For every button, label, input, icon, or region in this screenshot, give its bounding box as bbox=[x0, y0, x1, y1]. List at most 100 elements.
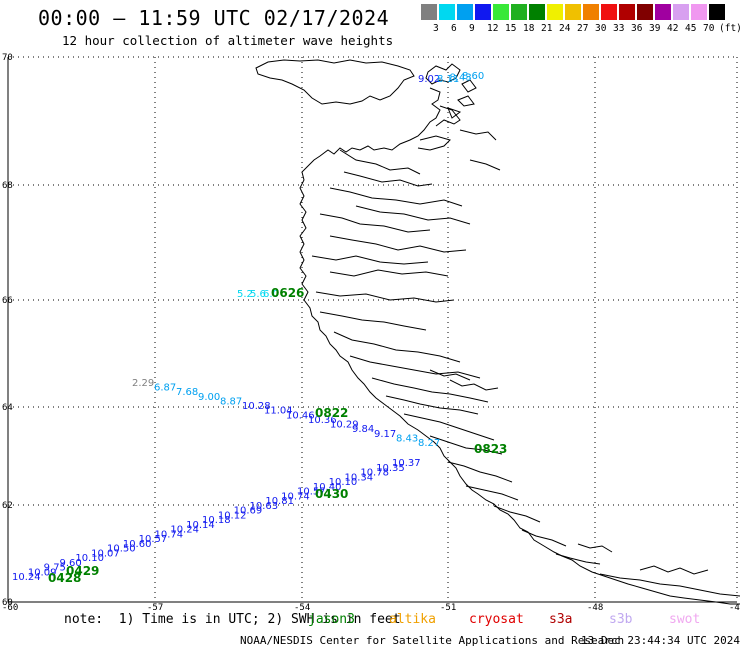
wave-height-label: 10.78 bbox=[360, 468, 389, 479]
scale-label: 9 bbox=[469, 23, 475, 34]
wave-height-label: 8.11 bbox=[437, 74, 459, 85]
wave-height-label: 10.35 bbox=[376, 463, 405, 474]
scale-swatch bbox=[439, 4, 455, 20]
wave-height-label: 10.28 bbox=[242, 401, 271, 412]
wave-height-label: 10.18 bbox=[202, 515, 231, 526]
legend-s3a: s3a bbox=[549, 612, 573, 627]
lat-tick-label: 70 bbox=[2, 53, 13, 63]
wave-height-label: 10.12 bbox=[218, 510, 247, 521]
scale-swatch bbox=[565, 4, 581, 20]
wave-height-label: 9.75 bbox=[44, 563, 66, 574]
wave-height-label: 9.60 bbox=[60, 558, 82, 569]
scale-swatch bbox=[583, 4, 599, 20]
wave-height-label: 10.14 bbox=[186, 520, 215, 531]
scale-label: 3 bbox=[433, 23, 439, 34]
wave-height-label: 9.00 bbox=[198, 392, 220, 403]
wave-height-label: 8.60 bbox=[462, 71, 484, 82]
scale-swatch bbox=[691, 4, 707, 20]
lat-tick-label: 66 bbox=[2, 296, 13, 306]
scale-swatch bbox=[673, 4, 689, 20]
scale-label: 30 bbox=[595, 23, 607, 34]
greenland-coastline bbox=[255, 59, 740, 605]
scale-swatch bbox=[601, 4, 617, 20]
scale-swatch bbox=[655, 4, 671, 20]
wave-height-label: 10.24 bbox=[170, 525, 199, 536]
pass-time-label: 0626 bbox=[271, 286, 304, 300]
scale-swatch bbox=[457, 4, 473, 20]
scale-swatch bbox=[709, 4, 725, 20]
scale-label: 24 bbox=[559, 23, 571, 34]
credit-line: NOAA/NESDIS Center for Satellite Applica… bbox=[240, 634, 625, 647]
lat-tick-label: 60 bbox=[2, 598, 13, 608]
wave-height-label: 10.50 bbox=[107, 544, 136, 555]
wave-height-label: 10.57 bbox=[297, 487, 326, 498]
wave-height-label: 10.57 bbox=[139, 534, 168, 545]
wave-height-label: 7.68 bbox=[176, 387, 198, 398]
legend-altika: altika bbox=[389, 612, 436, 627]
wave-height-label: 9.84 bbox=[352, 424, 374, 435]
wave-height-label: 10.09 bbox=[28, 567, 57, 578]
wave-height-label: 10.37 bbox=[392, 458, 421, 469]
pass-time-label: 0823 bbox=[474, 442, 507, 456]
scale-swatch bbox=[475, 4, 491, 20]
legend-jason3: jason3 bbox=[308, 612, 355, 627]
legend-note: note: 1) Time is in UTC; 2) SWH is in fe… bbox=[64, 612, 401, 627]
wave-height-label: 10.46 bbox=[286, 410, 315, 421]
wave-height-label: 6.87 bbox=[154, 383, 176, 394]
wave-height-label: 5.2 bbox=[237, 289, 253, 300]
scale-label: 18 bbox=[523, 23, 535, 34]
chart-title: 00:00 – 11:59 UTC 02/17/2024 bbox=[38, 6, 390, 30]
scale-label: 27 bbox=[577, 23, 589, 34]
wave-height-label: 10.10 bbox=[329, 477, 358, 488]
altimeter-tracks: 10.2410.099.759.6010.1010.0710.5010.6010… bbox=[12, 71, 507, 585]
wave-height-label: 10.07 bbox=[91, 548, 120, 559]
scale-label: 21 bbox=[541, 23, 553, 34]
wave-height-label: 10.81 bbox=[265, 496, 294, 507]
scale-label: 36 bbox=[631, 23, 643, 34]
wave-height-label: 10.69 bbox=[234, 506, 263, 517]
lat-tick-label: 64 bbox=[2, 403, 13, 413]
wave-height-label: 11.04 bbox=[264, 406, 293, 417]
scale-swatch bbox=[421, 4, 437, 20]
lat-tick-label: 68 bbox=[2, 181, 13, 191]
scale-label: 15 bbox=[505, 23, 517, 34]
wave-height-label: 10.63 bbox=[250, 501, 279, 512]
wave-height-label: 10.40 bbox=[313, 482, 342, 493]
wave-height-label: 10.10 bbox=[75, 553, 104, 564]
lat-tick-label: 62 bbox=[2, 501, 13, 511]
chart-subtitle: 12 hour collection of altimeter wave hei… bbox=[62, 33, 394, 48]
wave-height-label: 10.36 bbox=[308, 415, 337, 426]
lon-tick-label: -51 bbox=[440, 603, 456, 613]
wave-height-label: 10.24 bbox=[12, 572, 41, 583]
scale-label: 39 bbox=[649, 23, 661, 34]
lon-tick-label: -45 bbox=[729, 603, 740, 613]
scale-swatch bbox=[637, 4, 653, 20]
scale-swatch bbox=[547, 4, 563, 20]
pass-time-label: 0429 bbox=[66, 564, 99, 578]
wave-height-label: 9.02 bbox=[418, 74, 440, 85]
legend-s3b: s3b bbox=[609, 612, 633, 627]
wave-height-label: 6.0 bbox=[263, 289, 279, 300]
scale-swatch bbox=[619, 4, 635, 20]
legend-cryosat: cryosat bbox=[469, 612, 524, 627]
scale-label: 42 bbox=[667, 23, 679, 34]
wave-height-label: 8.43 bbox=[450, 73, 472, 84]
scale-swatch bbox=[493, 4, 509, 20]
lon-tick-label: -54 bbox=[294, 603, 310, 613]
wave-height-label: 10.29 bbox=[330, 420, 359, 431]
wave-height-label: 8.27 bbox=[418, 438, 440, 449]
lon-tick-label: -57 bbox=[147, 603, 163, 613]
wave-height-label: 8.87 bbox=[220, 396, 242, 407]
wave-height-label: 10.74 bbox=[155, 529, 184, 540]
wave-height-label: 2.29 bbox=[132, 378, 154, 389]
lon-tick-label: -60 bbox=[2, 603, 18, 613]
scale-swatch bbox=[511, 4, 527, 20]
wave-height-label: 9.17 bbox=[374, 429, 396, 440]
scale-label: 12 bbox=[487, 23, 499, 34]
graticule: -60 -57 -54 -51 -48 -45 60 62 64 66 68 70 bbox=[2, 53, 740, 613]
wave-height-label: 10.60 bbox=[123, 539, 152, 550]
legend-swot: swot bbox=[669, 612, 701, 627]
lon-tick-label: -48 bbox=[587, 603, 603, 613]
wave-height-label: 10.34 bbox=[345, 472, 374, 483]
